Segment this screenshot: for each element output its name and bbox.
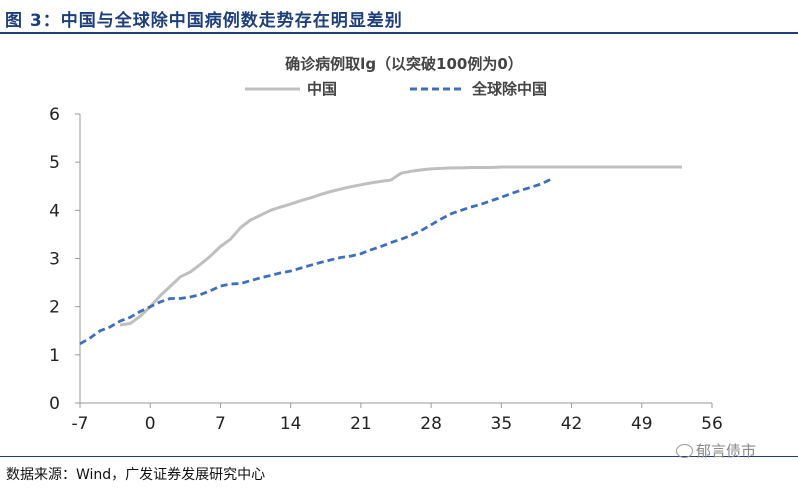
x-tick-label: 35 (491, 414, 513, 434)
legend-label: 中国 (307, 80, 337, 98)
y-tick-label: 0 (49, 394, 60, 414)
figure-footer: 数据来源：Wind，广发证券发展研究中心 (0, 456, 798, 488)
x-tick-label: 7 (215, 414, 226, 434)
y-tick-label: 1 (49, 346, 60, 366)
figure-header: 图 3：中国与全球除中国病例数走势存在明显差别 (0, 0, 798, 34)
y-tick-label: 5 (49, 153, 60, 173)
x-tick-label: -7 (72, 414, 89, 434)
legend-label: 全球除中国 (471, 80, 547, 98)
y-tick-label: 3 (49, 250, 60, 270)
wechat-icon (676, 444, 693, 458)
x-tick-label: 49 (631, 414, 653, 434)
x-tick-label: 56 (701, 414, 723, 434)
source-note: 数据来源：Wind，广发证券发展研究中心 (6, 467, 266, 483)
chart-title: 确诊病例取lg（以突破100例为0） (285, 55, 523, 73)
x-tick-label: 21 (350, 414, 372, 434)
watermark-text: 郁言债市 (696, 442, 757, 460)
watermark: 郁言债市 (676, 440, 756, 461)
series-line-global-ex-china (79, 177, 553, 346)
x-tick-label: 14 (280, 414, 302, 434)
series-line-china (119, 165, 682, 327)
y-tick-label: 4 (49, 201, 60, 221)
x-tick-label: 42 (561, 414, 583, 434)
x-tick-label: 0 (145, 414, 156, 434)
x-tick-label: 28 (420, 414, 442, 434)
y-tick-label: 6 (49, 105, 60, 125)
y-tick-label: 2 (49, 298, 60, 318)
figure-title: 图 3：中国与全球除中国病例数走势存在明显差别 (5, 11, 403, 31)
